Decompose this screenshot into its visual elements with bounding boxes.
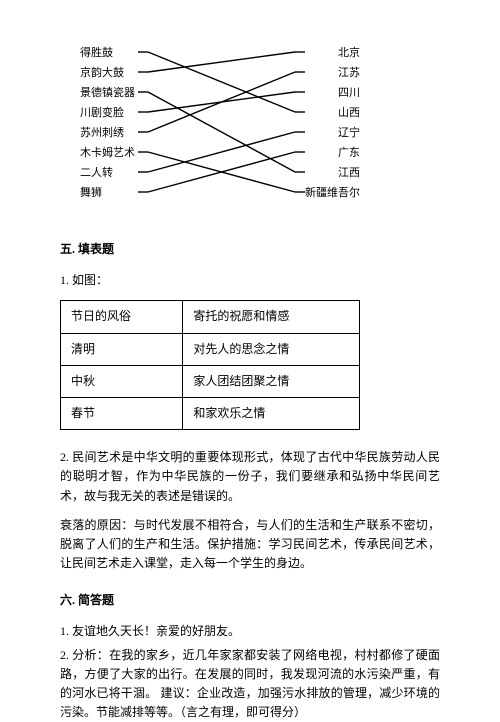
table-cell: 清明 — [61, 333, 183, 365]
match-left-item: 二人转 — [80, 165, 113, 183]
table-row: 中秋 家人团结团聚之情 — [61, 365, 360, 397]
match-left-item: 舞狮 — [80, 185, 102, 203]
match-right-item: 辽宁 — [338, 125, 360, 143]
table-row: 节日的风俗 寄托的祝愿和情感 — [61, 301, 360, 333]
section5-title: 五. 填表题 — [60, 240, 440, 259]
table-row: 春节 和家欢乐之情 — [61, 397, 360, 429]
match-left-item: 苏州刺绣 — [80, 125, 124, 143]
matching-diagram: 得胜鼓京韵大鼓景德镇瓷器川剧变脸苏州刺绣木卡姆艺术二人转舞狮 北京江苏四川山西辽宁… — [80, 40, 360, 210]
match-right-item: 新疆维吾尔 — [305, 185, 360, 203]
table-header: 寄托的祝愿和情感 — [183, 301, 360, 333]
table-cell: 家人团结团聚之情 — [183, 365, 360, 397]
match-right-item: 四川 — [338, 85, 360, 103]
match-right-item: 江西 — [338, 165, 360, 183]
q2-para2: 衰落的原因：与时代发展不相符合，与人们的生活和生产联系不密切，脱离了人们的生产和… — [60, 516, 440, 574]
match-left-item: 得胜鼓 — [80, 45, 113, 63]
q1-label: 1. 如图： — [60, 271, 440, 290]
table-cell: 中秋 — [61, 365, 183, 397]
q6-2: 2. 分析：在我的家乡，近几年家家都安装了网络电视，村村都修了硬面路，方便了大家… — [60, 646, 440, 722]
match-left-item: 景德镇瓷器 — [80, 85, 135, 103]
match-right-item: 广东 — [338, 145, 360, 163]
match-right-item: 北京 — [338, 45, 360, 63]
q6-1: 1. 友谊地久天长！亲爱的好朋友。 — [60, 622, 440, 641]
table-row: 清明 对先人的思念之情 — [61, 333, 360, 365]
table-header: 节日的风俗 — [61, 301, 183, 333]
table-cell: 和家欢乐之情 — [183, 397, 360, 429]
answer-table: 节日的风俗 寄托的祝愿和情感 清明 对先人的思念之情 中秋 家人团结团聚之情 春… — [60, 300, 360, 430]
match-left-item: 川剧变脸 — [80, 105, 124, 123]
table-cell: 春节 — [61, 397, 183, 429]
match-right-item: 山西 — [338, 105, 360, 123]
table-cell: 对先人的思念之情 — [183, 333, 360, 365]
match-right-item: 江苏 — [338, 65, 360, 83]
section6-title: 六. 简答题 — [60, 591, 440, 610]
match-left-item: 京韵大鼓 — [80, 65, 124, 83]
match-left-item: 木卡姆艺术 — [80, 145, 135, 163]
q2-text: 2. 民间艺术是中华文明的重要体现形式，体现了古代中华民族劳动人民的聪明才智，作… — [60, 448, 440, 506]
